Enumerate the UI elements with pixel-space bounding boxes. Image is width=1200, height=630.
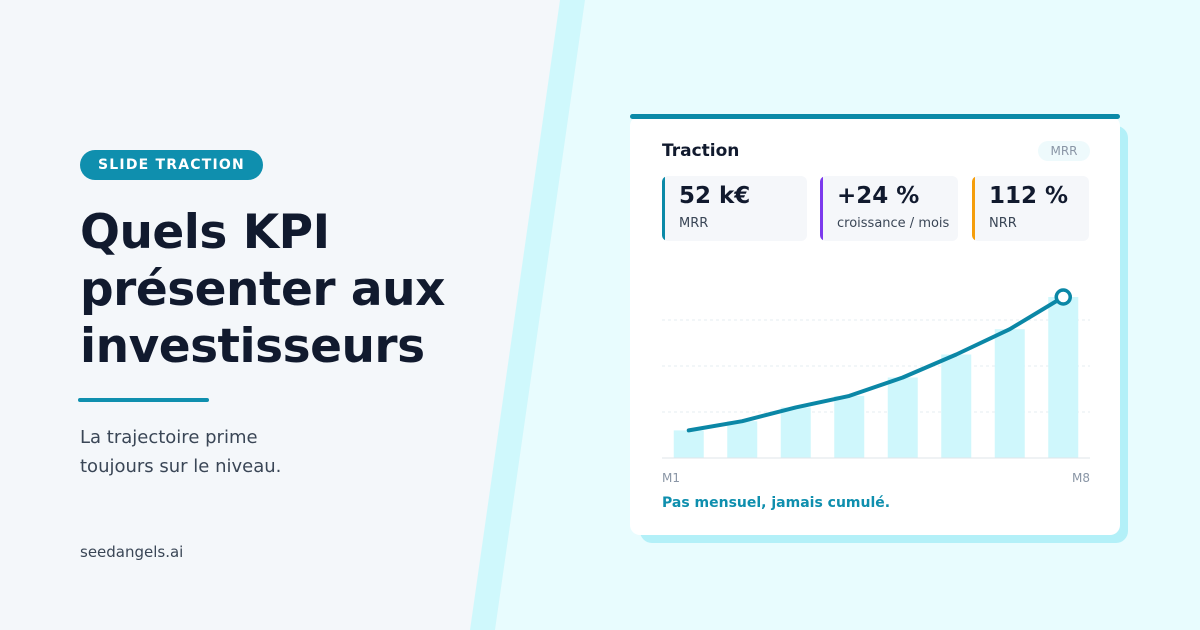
title-line: investisseurs (80, 319, 425, 374)
bar (1048, 297, 1079, 458)
bar (727, 421, 758, 458)
x-tick-label: M8 (1072, 471, 1090, 485)
card-title: Traction (662, 141, 740, 161)
bar (994, 329, 1025, 458)
badge: SLIDE TRACTION (80, 150, 263, 180)
kpi-value: 52 k€ (679, 183, 751, 209)
footer: seedangels.ai (80, 543, 184, 561)
card-accent (630, 114, 1120, 119)
kpi-value: 112 % (989, 183, 1069, 209)
end-point (1054, 288, 1072, 306)
bar (941, 354, 972, 458)
card-tag: MRR (1038, 141, 1090, 161)
title-line: Quels KPI (80, 205, 330, 260)
x-tick-label: M1 (662, 471, 680, 485)
divider (78, 398, 209, 402)
kpi-label: NRR (989, 216, 1017, 231)
bar (673, 430, 704, 458)
line (686, 295, 1066, 433)
kpi-edge (972, 176, 975, 241)
kpi-value: +24 % (837, 183, 920, 209)
card-note: Pas mensuel, jamais cumulé. (662, 495, 891, 511)
subtitle-line: toujours sur le niveau. (80, 456, 282, 477)
kpi: 52 k€ MRR (662, 176, 807, 241)
bar (780, 407, 811, 458)
title-line: présenter aux (80, 262, 445, 317)
kpi-edge (662, 176, 665, 241)
bar (834, 395, 865, 458)
kpi: +24 % croissance / mois (820, 176, 958, 241)
kpi-label: MRR (679, 216, 709, 231)
bar (887, 377, 918, 458)
subtitle-line: La trajectoire prime (80, 427, 258, 448)
kpi: 112 % NRR (972, 176, 1089, 241)
kpi-edge (820, 176, 823, 241)
kpi-label: croissance / mois (837, 216, 950, 231)
